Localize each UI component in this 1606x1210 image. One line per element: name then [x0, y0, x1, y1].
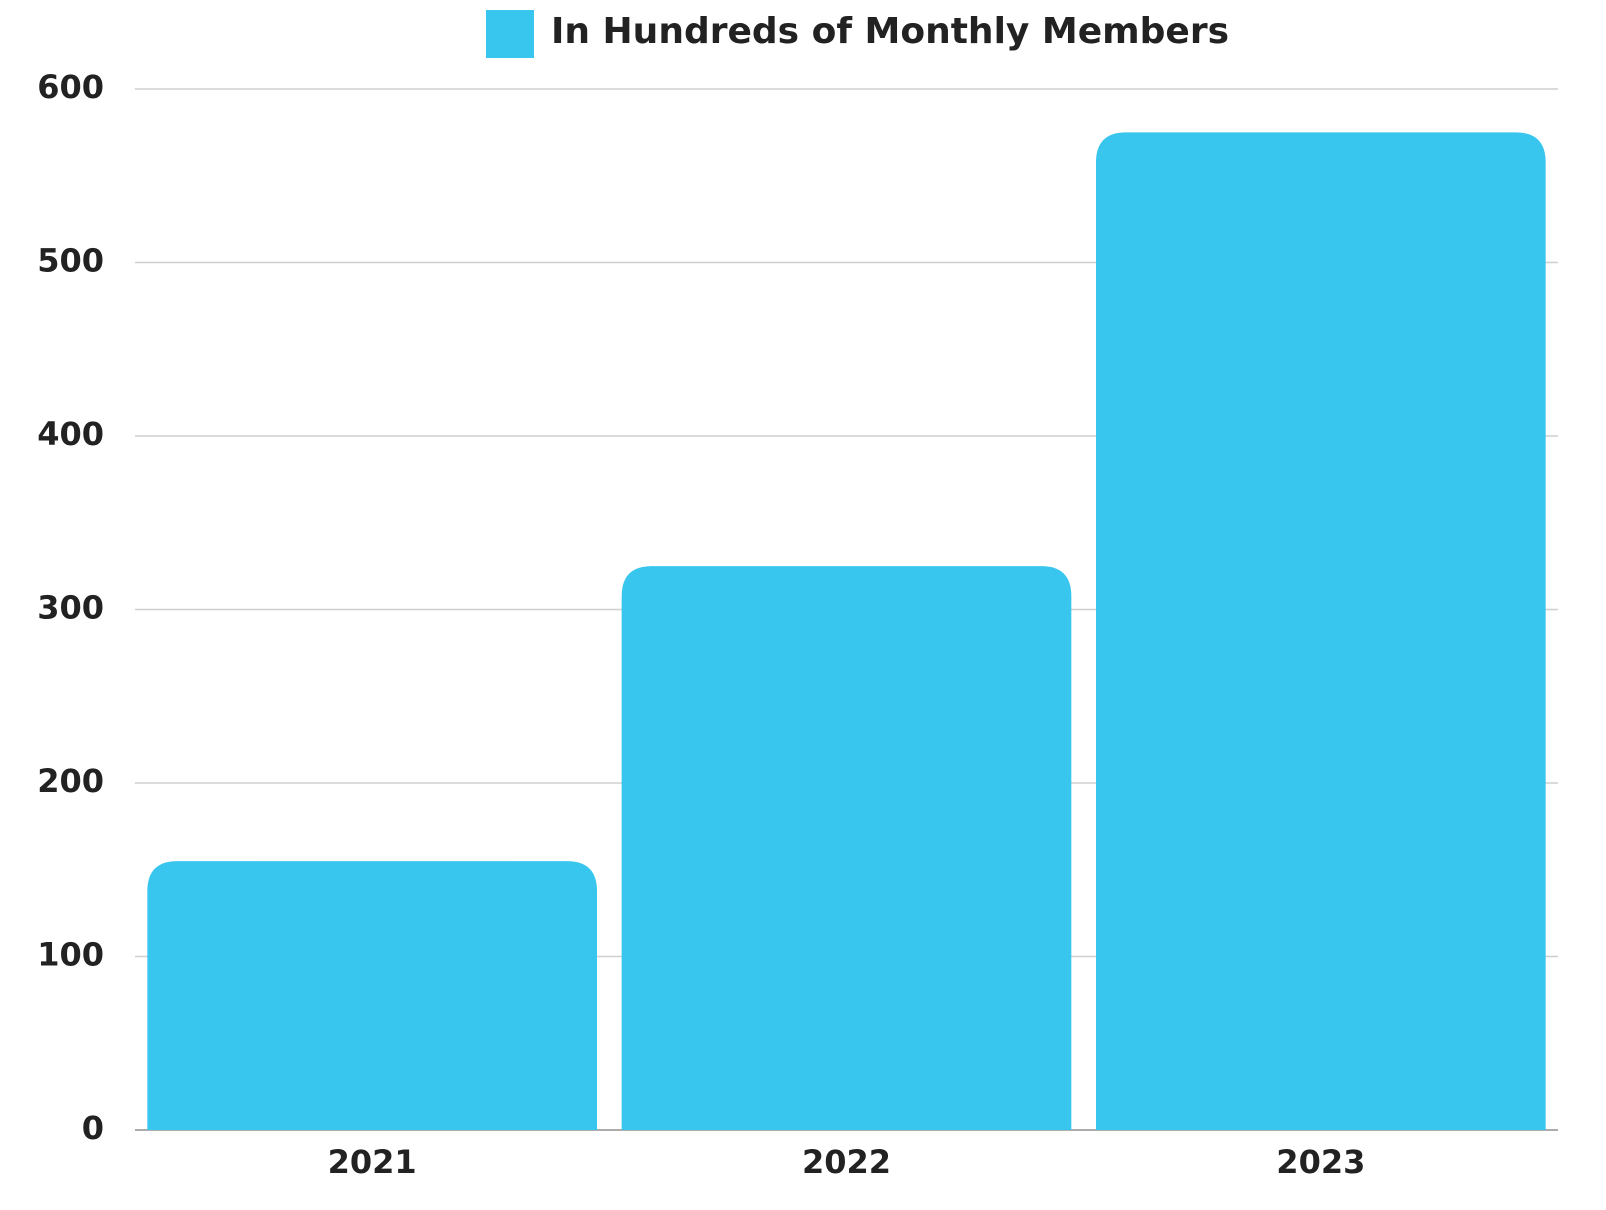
x-tick-label: 2023 — [1276, 1143, 1365, 1181]
bar — [147, 861, 598, 1130]
legend-swatch — [486, 10, 534, 58]
y-tick-label: 300 — [37, 589, 104, 627]
y-tick-label: 500 — [37, 242, 104, 280]
bar — [621, 566, 1072, 1130]
x-tick-label: 2021 — [328, 1143, 417, 1181]
y-tick-label: 100 — [37, 936, 104, 974]
bar — [1095, 132, 1546, 1130]
y-tick-label: 200 — [37, 762, 104, 800]
x-tick-label: 2022 — [802, 1143, 891, 1181]
y-tick-label: 0 — [82, 1109, 104, 1147]
legend-label: In Hundreds of Monthly Members — [551, 11, 1229, 52]
y-tick-label: 600 — [37, 68, 104, 106]
y-tick-label: 400 — [37, 415, 104, 453]
